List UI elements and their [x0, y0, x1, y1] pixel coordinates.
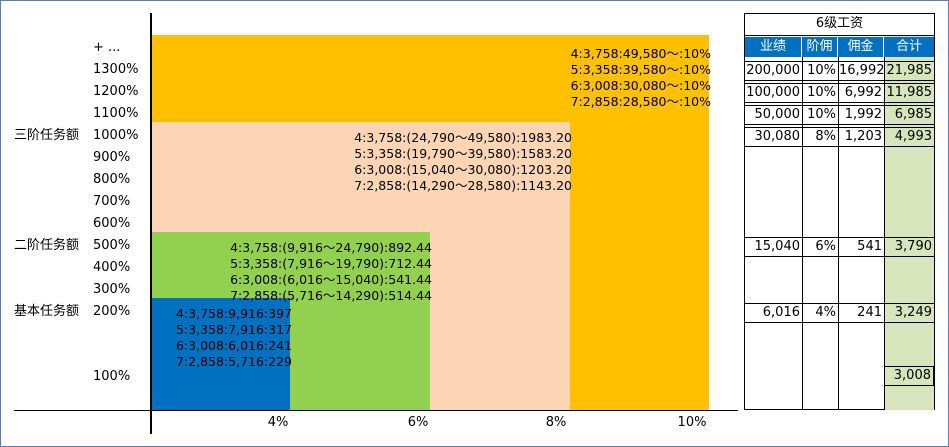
table-cell: 6,992	[838, 83, 884, 103]
level-label: 300%	[93, 282, 131, 297]
annotation-line: 5:3,358:(7,916～19,790):712.44	[230, 256, 432, 271]
level-label: 1200%	[93, 84, 139, 99]
table-cell	[745, 366, 802, 386]
level-label: + ...	[93, 40, 121, 55]
annotation-line: 5:3,358:7,916:317	[175, 322, 292, 337]
level-label: 1300%	[93, 62, 139, 77]
table-column-line	[802, 57, 803, 145]
table-cell: 15,040	[745, 237, 802, 257]
x-tick-label: 6%	[407, 415, 429, 430]
table-cell	[802, 366, 838, 386]
level-label: 1000%	[93, 128, 139, 143]
annotation-line: 7:2,858:5,716:229	[175, 354, 292, 369]
table-header-cell: 佣金	[838, 37, 884, 57]
y-axis-line	[150, 13, 152, 434]
tier-label: 基本任务额	[14, 304, 80, 319]
annotation-line: 7:2,858:28,580～:10%	[570, 94, 711, 109]
table-header-cell: 合计	[884, 37, 934, 57]
salary-table-title: 6级工资	[745, 14, 934, 36]
annotation-line: 5:3,358:(19,790～39,580):1583.20	[354, 146, 572, 161]
table-cell: 241	[838, 303, 884, 323]
level-label: 100%	[93, 369, 131, 384]
table-cell: 11,985	[884, 83, 934, 103]
x-tick-label: 8%	[545, 415, 567, 430]
annotation-line: 6:3,008:(15,040～30,080):1203.20	[354, 162, 572, 177]
salary-table-border	[744, 13, 935, 410]
table-cell: 3,008	[884, 366, 934, 386]
table-cell: 6%	[802, 237, 838, 257]
band-annotation: 4:3,758:49,580～:10% 5:3,358:39,580～:10% 6:…	[571, 46, 711, 110]
tier-label: 二阶任务额	[14, 238, 80, 253]
annotation-line: 6:3,008:30,080～:10%	[570, 78, 711, 93]
table-column-line	[838, 57, 839, 145]
table-cell: 3,790	[884, 237, 934, 257]
tier-label: 三阶任务额	[14, 128, 80, 143]
annotation-line: 4:3,758:(9,916～24,790):892.44	[230, 240, 432, 255]
level-label: 800%	[93, 172, 131, 187]
table-cell: 10%	[802, 61, 838, 81]
table-cell: 100,000	[745, 83, 802, 103]
band-annotation: 4:3,758:(9,916～24,790):892.44 5:3,358:(7,…	[230, 240, 432, 304]
table-cell: 200,000	[745, 61, 802, 81]
annotation-line: 7:2,858:(5,716～14,290):514.44	[230, 288, 432, 303]
table-cell: 1,992	[838, 105, 884, 125]
table-header-cell: 业绩	[745, 37, 802, 57]
table-column-line	[884, 145, 885, 410]
table-cell: 541	[838, 237, 884, 257]
table-column-line	[802, 145, 803, 410]
level-label: 400%	[93, 260, 131, 275]
level-label: 700%	[93, 194, 131, 209]
annotation-line: 4:3,758:49,580～:10%	[570, 46, 711, 61]
table-cell	[838, 366, 884, 386]
table-cell: 21,985	[884, 61, 934, 81]
annotation-line: 5:3,358:39,580～:10%	[570, 62, 711, 77]
total-column-bg	[884, 36, 934, 410]
band-annotation: 4:3,758:(24,790～49,580):1983.20 5:3,358:(…	[354, 130, 572, 194]
level-label: 900%	[93, 150, 131, 165]
x-tick-label: 10%	[677, 415, 707, 430]
table-cell: 16,992	[838, 61, 885, 81]
annotation-line: 6:3,008:6,016:241	[175, 338, 292, 353]
table-cell: 1,203	[838, 127, 884, 147]
annotation-line: 7:2,858:(14,290～28,580):1143.20	[354, 178, 572, 193]
table-cell: 4%	[802, 303, 838, 323]
table-cell: 8%	[802, 127, 838, 147]
table-cell: 10%	[802, 83, 838, 103]
table-cell: 30,080	[745, 127, 802, 147]
annotation-line: 4:3,758:9,916:397	[175, 306, 292, 321]
table-cell: 6,985	[884, 105, 934, 125]
band-blue	[152, 298, 290, 410]
table-cell: 4,993	[884, 127, 934, 147]
table-column-line	[838, 145, 839, 410]
x-tick-label: 4%	[267, 415, 289, 430]
annotation-line: 4:3,758:(24,790～49,580):1983.20	[354, 130, 572, 145]
level-label: 1100%	[93, 106, 139, 121]
table-cell: 3,249	[884, 303, 934, 323]
level-label: 500%	[93, 238, 131, 253]
annotation-line: 6:3,008:(6,016～15,040):541.44	[230, 272, 432, 287]
table-column-line	[884, 57, 885, 145]
x-axis-line	[14, 410, 738, 411]
table-cell: 6,016	[745, 303, 802, 323]
band-annotation: 4:3,758:9,916:397 5:3,358:7,916:317 6:3,00…	[176, 306, 292, 370]
level-label: 200%	[93, 304, 131, 319]
table-cell: 10%	[802, 105, 838, 125]
table-header-cell: 阶佣	[802, 37, 838, 57]
table-cell: 50,000	[745, 105, 802, 125]
level-label: 600%	[93, 216, 131, 231]
